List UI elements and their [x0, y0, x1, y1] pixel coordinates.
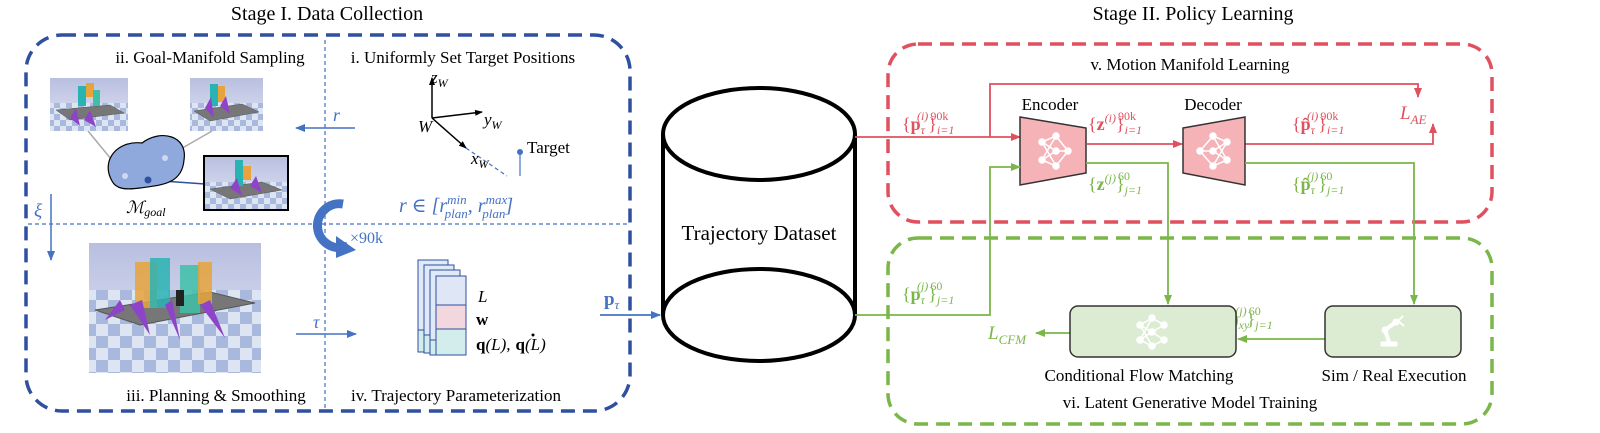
- loss-cfm-label: LCFM: [987, 323, 1027, 347]
- dataset-label: Trajectory Dataset: [682, 221, 837, 245]
- parameter-stack: [417, 259, 467, 356]
- r-label: r: [333, 105, 341, 125]
- repeat-count: ×90k: [350, 230, 383, 247]
- goal-manifold-symbol: ℳgoal: [126, 198, 166, 219]
- param-L-label: L: [477, 287, 487, 306]
- param-q-label: q(L), q(L): [476, 335, 546, 354]
- goal-sampling-label: ii. Goal-Manifold Sampling: [115, 48, 305, 67]
- xi-label: ξ: [34, 201, 43, 222]
- motion-learning-frame: [886, 42, 1494, 224]
- latent-training-label: vi. Latent Generative Model Training: [1063, 393, 1318, 412]
- repeat-cycle-icon: [312, 199, 356, 258]
- frame-origin-label: W: [418, 117, 434, 136]
- p-hat-60-label: {p̂τ(j)}j=160: [1292, 169, 1344, 197]
- parameterization-label: iv. Trajectory Parameterization: [351, 386, 561, 405]
- frame-x-label: xW: [470, 149, 490, 171]
- trajectory-dataset-cylinder: [661, 86, 857, 363]
- latent-training-frame: [886, 236, 1494, 426]
- goal-manifold-group: [87, 130, 213, 190]
- target-positions-label: i. Uniformly Set Target Positions: [351, 48, 575, 67]
- loss-ae-label: LAE: [1399, 103, 1427, 127]
- cfm-label: Conditional Flow Matching: [1045, 366, 1234, 385]
- qdot-dot: [531, 333, 535, 337]
- robot-thumbnail-3: [203, 155, 289, 211]
- decoder-to-loss-ae-arrow: [1245, 123, 1437, 145]
- stage1-title: Stage I. Data Collection: [231, 3, 423, 25]
- cfm-block: [1069, 305, 1237, 358]
- r-range-label: r ∈ [rmin plan, rmax plan]: [399, 192, 513, 221]
- decoder-label: Decoder: [1184, 95, 1242, 114]
- world-frame: [429, 77, 523, 177]
- p-hat-90k-label: {p̂τ(i)}i=190k: [1292, 109, 1344, 137]
- param-w-label: w: [476, 310, 489, 329]
- execution-block: [1324, 305, 1462, 358]
- planning-label: iii. Planning & Smoothing: [126, 386, 306, 405]
- decoder-block: [1182, 116, 1246, 186]
- p-input-90k-label: {pτ(i)}i=190k: [902, 109, 954, 137]
- decoder-to-execution-arrow: [1245, 162, 1418, 305]
- encoder-block: [1019, 116, 1087, 186]
- target-label: Target: [527, 138, 570, 157]
- robot-thumbnail-2: [190, 78, 263, 131]
- input-to-loss-ae-arrow: [989, 83, 1422, 137]
- z-latent-90k-label: {z(i)}i=190k: [1088, 109, 1142, 137]
- encoder-label: Encoder: [1022, 95, 1079, 114]
- frame-z-label: zW: [430, 68, 449, 90]
- motion-learning-label: v. Motion Manifold Learning: [1090, 55, 1290, 74]
- encoder-latent-to-cfm-arrow: [1086, 162, 1172, 305]
- robot-arm-icon: [1380, 315, 1405, 347]
- stage1-frame: [24, 33, 632, 413]
- p-tau-label: pτ: [604, 289, 621, 312]
- p-input-60-label: {pτ(j)}j=160: [902, 279, 954, 307]
- planning-render-image: [89, 243, 261, 373]
- frame-y-label: yW: [482, 110, 503, 132]
- dataset-to-encoder-green-arrow: [855, 163, 1021, 316]
- z-latent-60-label: {z(j)}j=160: [1088, 169, 1142, 197]
- tau-label: τ: [313, 312, 320, 332]
- robot-thumbnail-1: [50, 78, 128, 131]
- stage2-title: Stage II. Policy Learning: [1092, 3, 1293, 25]
- execution-label: Sim / Real Execution: [1322, 366, 1467, 385]
